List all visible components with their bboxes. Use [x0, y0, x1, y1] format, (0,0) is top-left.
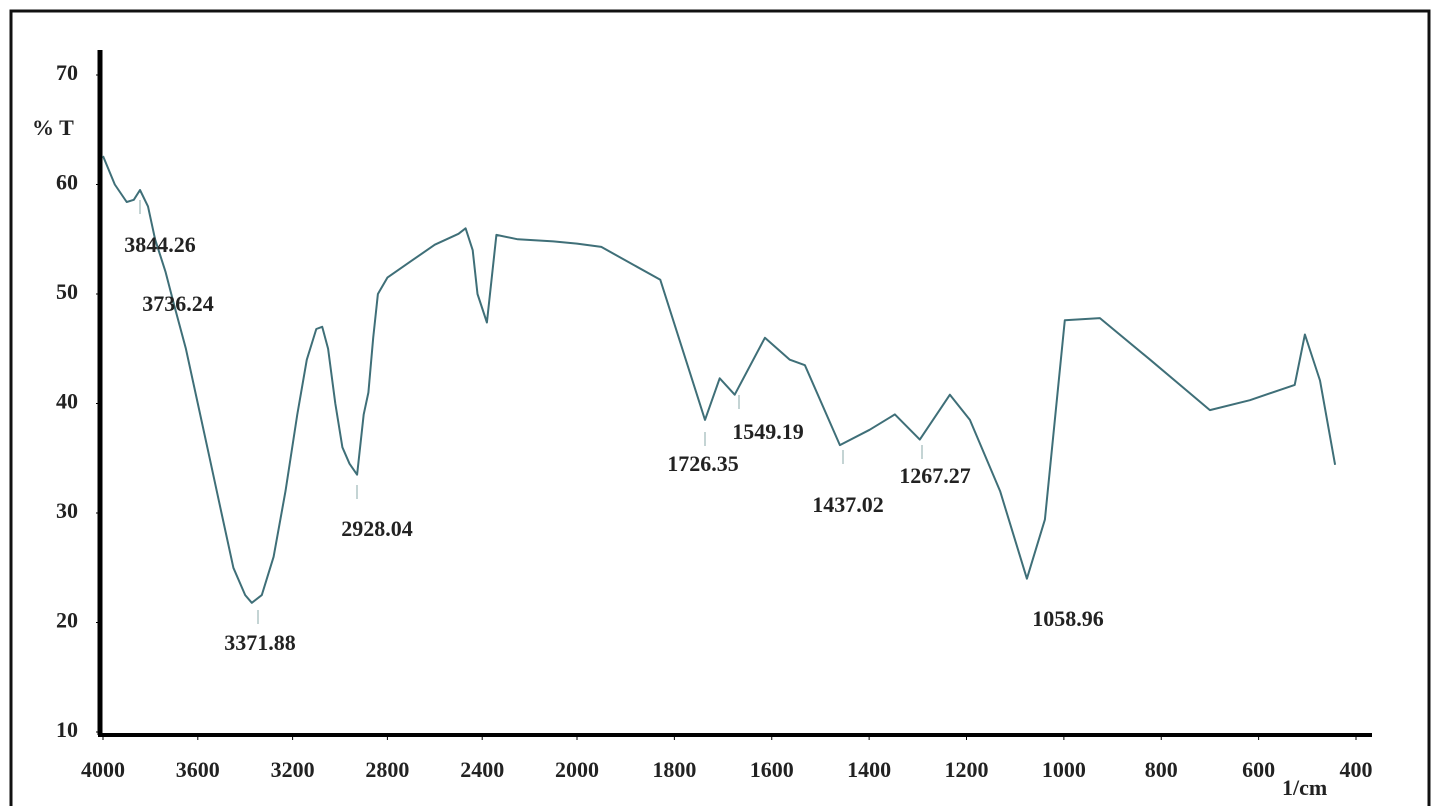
x-tick-label: 400	[1340, 757, 1373, 782]
spectrum-line	[102, 155, 1337, 604]
peak-label: 3371.88	[224, 630, 296, 655]
peak-label: 1058.96	[1032, 606, 1104, 631]
peak-label: 1267.27	[899, 463, 971, 488]
x-tick-label: 2000	[555, 757, 599, 782]
peak-label: 1437.02	[812, 492, 884, 517]
y-axis-label: % T	[32, 115, 74, 140]
x-tick-label: 2400	[460, 757, 504, 782]
x-tick-label: 1000	[1042, 757, 1086, 782]
y-tick-label: 40	[56, 389, 78, 414]
y-tick-label: 20	[56, 608, 78, 633]
peak-label: 1726.35	[667, 451, 739, 476]
peak-label: 2928.04	[341, 516, 413, 541]
x-tick-label: 3200	[271, 757, 315, 782]
frame	[9, 9, 1431, 806]
y-tick-label: 60	[56, 170, 78, 195]
x-tick-label: 4000	[81, 757, 125, 782]
peak-label: 3844.26	[124, 232, 196, 257]
peak-label: 1549.19	[732, 419, 804, 444]
x-tick-label: 1400	[847, 757, 891, 782]
x-tick-label: 1600	[750, 757, 794, 782]
y-tick-label: 50	[56, 279, 78, 304]
x-tick-label: 1800	[652, 757, 696, 782]
y-tick-label: 30	[56, 498, 78, 523]
x-axis-label: 1/cm	[1282, 775, 1327, 800]
y-tick-label: 70	[56, 60, 78, 85]
peak-label: 3736.24	[142, 291, 214, 316]
y-tick-label: 10	[56, 717, 78, 742]
x-tick-label: 600	[1242, 757, 1275, 782]
x-tick-label: 800	[1145, 757, 1178, 782]
x-tick-label: 1200	[945, 757, 989, 782]
x-tick-label: 2800	[365, 757, 409, 782]
x-tick-label: 3600	[176, 757, 220, 782]
